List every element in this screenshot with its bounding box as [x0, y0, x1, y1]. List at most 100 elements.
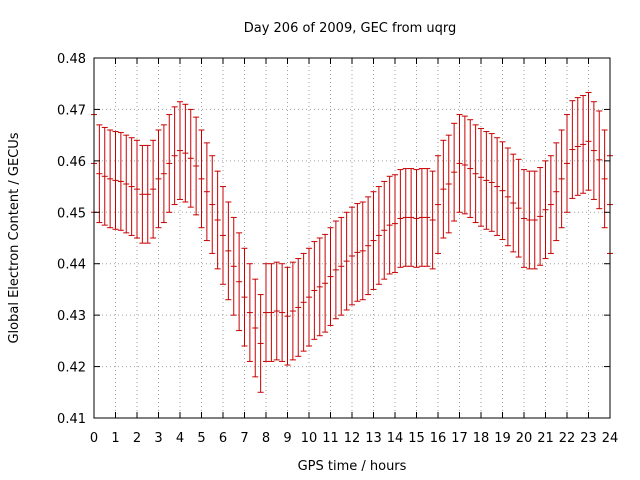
error-bar — [284, 266, 291, 366]
error-bar — [155, 129, 162, 229]
error-bar — [365, 196, 372, 296]
x-tick-label: 0 — [90, 431, 98, 446]
x-tick-label: 22 — [559, 431, 576, 446]
x-tick-label: 11 — [322, 431, 339, 446]
error-bar — [214, 170, 221, 270]
error-bar — [166, 114, 173, 213]
error-bar — [510, 153, 517, 253]
error-bar — [467, 119, 474, 218]
error-bar — [601, 129, 608, 229]
error-bar — [456, 114, 463, 213]
x-tick-label: 15 — [408, 431, 425, 446]
error-bar — [263, 263, 269, 362]
error-bar — [558, 129, 565, 229]
error-bar — [429, 170, 436, 270]
x-axis-label: GPS time / hours — [298, 459, 407, 474]
error-bar — [182, 103, 189, 203]
error-bar — [230, 216, 237, 316]
error-bar — [526, 170, 533, 270]
error-bar — [424, 168, 431, 267]
x-tick-label: 24 — [602, 431, 619, 446]
error-bar — [461, 115, 468, 215]
error-bar — [273, 261, 280, 361]
error-bar — [354, 203, 361, 302]
error-bar — [139, 144, 146, 244]
error-bar — [295, 258, 302, 357]
error-bar — [370, 191, 377, 290]
error-bar — [101, 126, 108, 226]
error-bar — [171, 106, 178, 206]
error-bar — [402, 168, 409, 267]
error-bar — [150, 139, 157, 239]
error-bar — [220, 186, 226, 285]
error-bar — [408, 168, 415, 267]
error-bar — [392, 174, 398, 273]
error-bar — [117, 132, 124, 231]
x-tick-label: 18 — [473, 431, 490, 446]
error-bar — [144, 144, 151, 244]
error-bar — [440, 139, 447, 239]
error-bar — [123, 134, 130, 234]
x-tick-label: 12 — [344, 431, 361, 446]
error-bar — [515, 158, 522, 258]
error-bar — [177, 101, 183, 200]
x-tick-label: 17 — [451, 431, 468, 446]
y-tick-label: 0.42 — [57, 361, 86, 376]
error-bar — [128, 137, 135, 236]
error-bar — [375, 186, 382, 285]
x-tick-label: 9 — [283, 431, 291, 446]
y-tick-label: 0.48 — [57, 52, 86, 67]
error-bar — [499, 141, 506, 241]
error-bar — [327, 227, 334, 326]
x-tick-label: 19 — [494, 431, 511, 446]
error-bar — [257, 294, 264, 393]
error-bar — [343, 211, 350, 311]
error-bar — [311, 241, 318, 340]
x-tick-label: 8 — [262, 431, 270, 446]
error-bar — [478, 127, 484, 227]
chart-title: Day 206 of 2009, GEC from uqrg — [244, 21, 457, 36]
error-bar — [316, 237, 323, 337]
error-bar — [112, 131, 119, 230]
error-bar — [241, 247, 248, 347]
error-bar — [580, 95, 587, 194]
y-tick-label: 0.44 — [57, 258, 86, 273]
y-tick-label: 0.46 — [57, 155, 86, 170]
error-bar — [531, 170, 538, 270]
error-bar — [413, 169, 420, 268]
error-bar — [445, 134, 452, 234]
error-bar — [596, 110, 603, 210]
error-bar — [268, 263, 275, 362]
error-bar — [300, 252, 307, 352]
error-bar — [289, 261, 296, 361]
error-bar — [483, 131, 490, 230]
error-bar — [306, 247, 312, 347]
error-bar — [494, 137, 501, 236]
error-bar — [397, 169, 404, 268]
error-bar — [547, 155, 554, 254]
error-bar — [349, 206, 355, 306]
error-bar — [252, 278, 259, 378]
error-bar — [338, 216, 345, 316]
error-bar — [569, 100, 576, 199]
error-bar — [553, 142, 560, 242]
error-bar — [381, 180, 388, 280]
x-tick-label: 13 — [365, 431, 382, 446]
error-bar — [504, 147, 511, 247]
error-bar — [203, 142, 210, 242]
error-bar — [418, 168, 425, 267]
y-tick-label: 0.45 — [57, 206, 86, 221]
x-tick-label: 16 — [430, 431, 447, 446]
error-bar — [198, 129, 205, 229]
error-bar — [134, 139, 140, 239]
error-bars — [91, 91, 613, 393]
error-bar — [209, 155, 216, 254]
error-bar — [574, 97, 581, 196]
error-bar — [564, 114, 570, 213]
x-tick-label: 7 — [240, 431, 248, 446]
error-bar — [488, 133, 495, 232]
x-tick-label: 23 — [580, 431, 597, 446]
x-tick-labels: 0 1 2 3 4 5 6 7 8 9 10 11 12 13 14 15 16 17 18 19 20 21 22 23 24 — [90, 431, 618, 446]
x-tick-label: 6 — [219, 431, 227, 446]
y-tick-label: 0.41 — [57, 412, 86, 427]
